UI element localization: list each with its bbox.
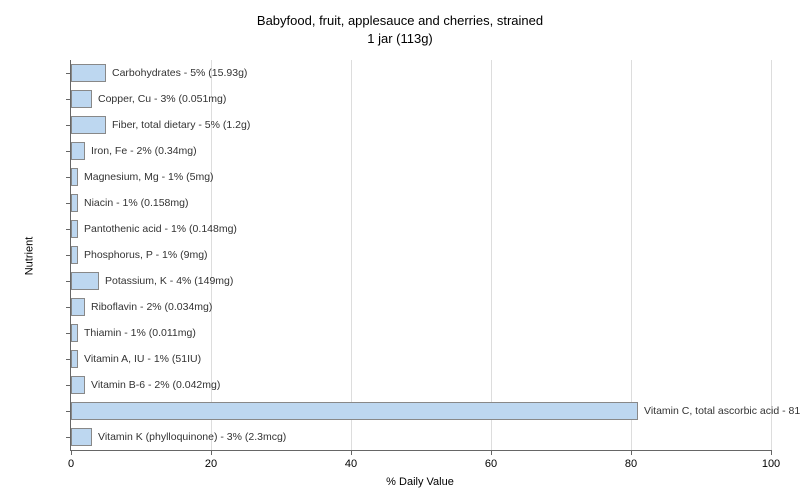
x-tick-label: 100 (762, 458, 780, 470)
chart-container: Babyfood, fruit, applesauce and cherries… (0, 0, 800, 500)
bar-label: Fiber, total dietary - 5% (1.2g) (106, 116, 250, 134)
title-line-1: Babyfood, fruit, applesauce and cherries… (0, 12, 800, 30)
nutrient-bar (71, 90, 92, 108)
nutrient-bar (71, 428, 92, 446)
x-tick (211, 450, 212, 455)
gridline (631, 60, 632, 450)
nutrient-bar (71, 272, 99, 290)
title-line-2: 1 jar (113g) (0, 30, 800, 48)
bar-label: Vitamin A, IU - 1% (51IU) (78, 350, 201, 368)
nutrient-bar (71, 168, 78, 186)
bar-label: Iron, Fe - 2% (0.34mg) (85, 142, 197, 160)
bar-label: Thiamin - 1% (0.011mg) (78, 324, 196, 342)
nutrient-bar (71, 324, 78, 342)
bar-label: Vitamin K (phylloquinone) - 3% (2.3mcg) (92, 428, 286, 446)
nutrient-bar (71, 220, 78, 238)
bar-label: Riboflavin - 2% (0.034mg) (85, 298, 212, 316)
nutrient-bar (71, 194, 78, 212)
gridline (351, 60, 352, 450)
bar-label: Pantothenic acid - 1% (0.148mg) (78, 220, 237, 238)
bar-label: Vitamin C, total ascorbic acid - 81% (48… (638, 402, 800, 420)
x-tick (631, 450, 632, 455)
x-tick-label: 60 (485, 458, 497, 470)
bar-label: Phosphorus, P - 1% (9mg) (78, 246, 208, 264)
gridline (491, 60, 492, 450)
chart-title: Babyfood, fruit, applesauce and cherries… (0, 0, 800, 48)
bar-label: Carbohydrates - 5% (15.93g) (106, 64, 247, 82)
nutrient-bar (71, 298, 85, 316)
nutrient-bar (71, 402, 638, 420)
nutrient-bar (71, 350, 78, 368)
x-tick-label: 0 (68, 458, 74, 470)
nutrient-bar (71, 64, 106, 82)
plot-area: 020406080100Carbohydrates - 5% (15.93g)C… (70, 60, 771, 451)
x-tick-label: 40 (345, 458, 357, 470)
x-tick (71, 450, 72, 455)
nutrient-bar (71, 246, 78, 264)
x-tick (491, 450, 492, 455)
nutrient-bar (71, 116, 106, 134)
nutrient-bar (71, 376, 85, 394)
x-tick-label: 20 (205, 458, 217, 470)
bar-label: Copper, Cu - 3% (0.051mg) (92, 90, 226, 108)
x-tick (771, 450, 772, 455)
x-tick (351, 450, 352, 455)
bar-label: Magnesium, Mg - 1% (5mg) (78, 168, 214, 186)
bar-label: Potassium, K - 4% (149mg) (99, 272, 233, 290)
bar-label: Niacin - 1% (0.158mg) (78, 194, 188, 212)
bar-label: Vitamin B-6 - 2% (0.042mg) (85, 376, 220, 394)
nutrient-bar (71, 142, 85, 160)
y-axis-label: Nutrient (23, 237, 35, 276)
x-axis-label: % Daily Value (386, 476, 454, 488)
gridline (771, 60, 772, 450)
x-tick-label: 80 (625, 458, 637, 470)
